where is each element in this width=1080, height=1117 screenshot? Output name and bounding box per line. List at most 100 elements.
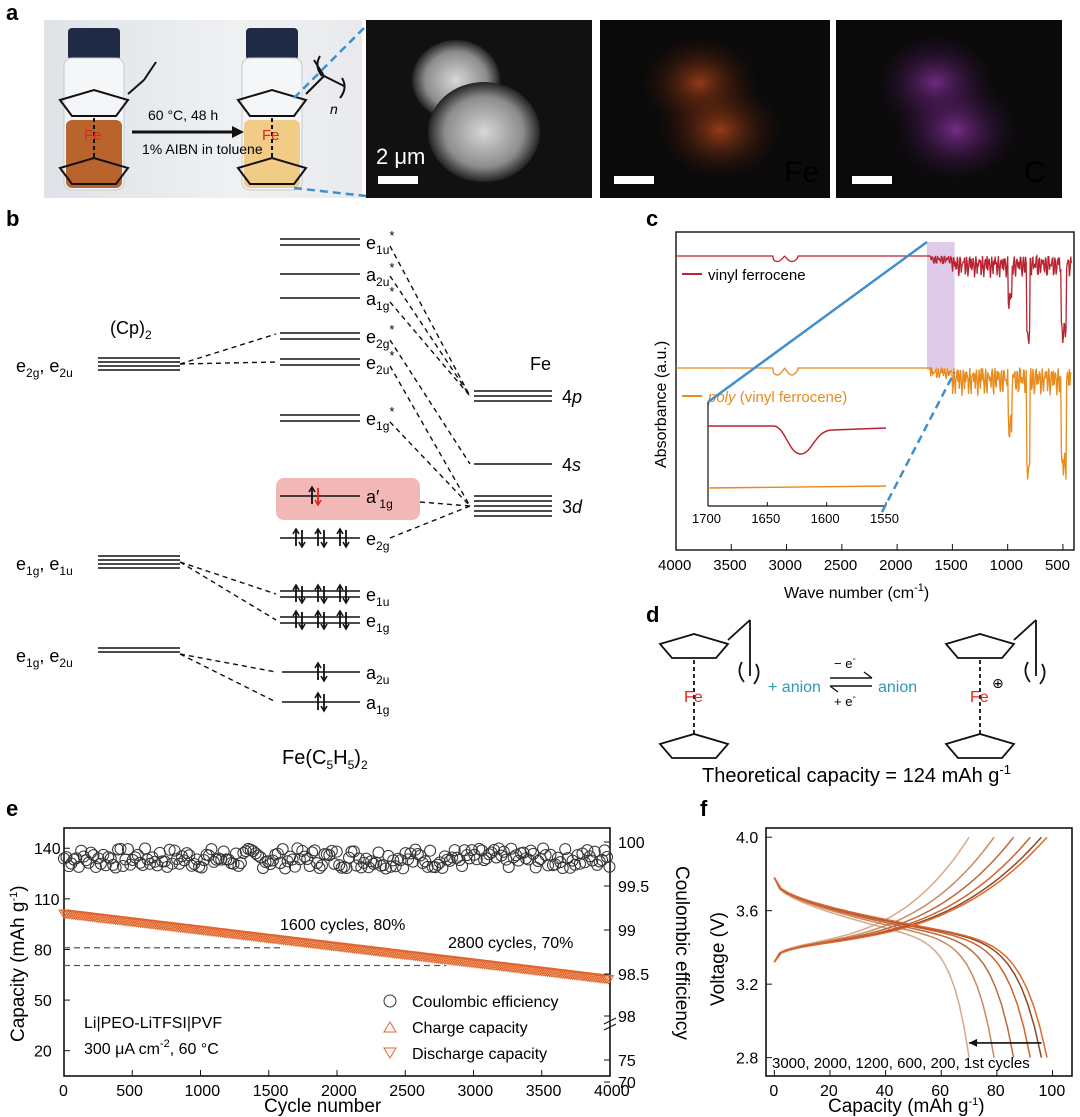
x-tick-label: 80: [987, 1083, 1005, 1100]
ce-point: [524, 844, 537, 857]
ce-point: [107, 858, 120, 871]
ce-point: [80, 854, 93, 867]
plus-electron: + e-: [834, 692, 856, 709]
x-tick-label: 1500: [934, 557, 967, 574]
fe-map-label: Fe: [784, 156, 820, 189]
ce-point: [377, 859, 390, 872]
x-tick-label: 2000: [879, 557, 912, 574]
ce-point: [424, 844, 437, 857]
discharge-curve: [773, 877, 995, 1058]
ce-point: [365, 855, 378, 868]
x-tick-label: 3500: [526, 1083, 562, 1100]
ce-point: [490, 851, 503, 864]
correlation-line: [389, 245, 471, 397]
positive-charge: ⊕: [992, 675, 1004, 691]
y-tick-label: 3.6: [736, 904, 758, 921]
vial-left: [63, 28, 125, 191]
ce-point: [591, 858, 604, 871]
ce-point: [315, 859, 328, 872]
ligand-level-label: e1g, e1u: [16, 554, 73, 578]
ce-point: [379, 862, 392, 875]
series-vinyl-ferrocene: [676, 253, 1072, 344]
mo-level-label: e1u*: [366, 228, 394, 257]
mo-level-label: e1g*: [366, 404, 394, 433]
ce-point: [195, 861, 208, 874]
cycling-y2-label: Coulombic efficiency: [671, 866, 690, 1040]
ce-point: [114, 842, 127, 855]
ce-point: [537, 842, 550, 855]
vinylferrocene-structure: [58, 61, 157, 185]
ce-point: [343, 851, 356, 864]
x-tick-label: 2000: [321, 1083, 357, 1100]
ce-point: [473, 842, 486, 855]
charge-curve: [773, 836, 1048, 963]
ce-point: [288, 860, 301, 873]
y-tick-label: 110: [34, 892, 60, 909]
y2-tick-label: 99.5: [618, 879, 649, 896]
x-tick-label: 1000: [185, 1083, 221, 1100]
legend-discharge-marker: [383, 1047, 397, 1059]
ce-point: [313, 861, 326, 874]
legend-charge: Charge capacity: [412, 1020, 528, 1037]
ce-point: [60, 851, 73, 864]
y-tick-label: 80: [34, 942, 52, 959]
panel-letter-d: d: [646, 602, 660, 627]
correlation-line: [419, 501, 471, 507]
fe-level-label: 4s: [562, 455, 581, 475]
repeat-unit-n: n: [330, 101, 338, 117]
minus-electron: − e-: [834, 654, 856, 671]
correlation-line: [179, 653, 277, 673]
fe-reduced: Fe: [684, 689, 703, 706]
x-tick-label: 0: [769, 1083, 778, 1100]
x-tick-label: 20: [820, 1083, 838, 1100]
ce-point: [229, 847, 242, 860]
x-tick-label: 4000: [658, 557, 691, 574]
mo-level-label: e2g: [366, 529, 389, 553]
ce-point: [85, 846, 98, 859]
ce-point: [384, 860, 397, 873]
x-tick-label: 500: [1045, 557, 1070, 574]
ce-point: [264, 858, 277, 871]
cycling-chart: 0 500 1000 1500 2000 2500 3000 3500 4000 20 50 80 11…: [8, 827, 690, 1117]
c-map-label: C: [1024, 156, 1046, 189]
y2-tick-label: 75: [618, 1053, 636, 1070]
mo-level-label: a′1g: [366, 487, 393, 511]
legend-ce: Coulombic efficiency: [412, 994, 558, 1011]
annotation-1600: 1600 cycles, 80%: [280, 917, 405, 934]
y2-tick-label: 99: [618, 923, 636, 940]
x-tick-label: 3000: [769, 557, 802, 574]
correlation-line: [179, 361, 277, 365]
homo-highlight: [276, 478, 420, 520]
correlation-line: [179, 333, 277, 365]
x-tick-label: 4000: [594, 1083, 630, 1100]
ftir-x-label: Wave number (cm-1): [784, 582, 929, 602]
polyvinylferrocene-structure: [236, 55, 346, 185]
y2-tick-label: 70: [618, 1075, 636, 1092]
discharge-curve: [773, 877, 1015, 1058]
ce-point: [163, 843, 176, 856]
reaction-condition: 60 °C, 48 h: [148, 107, 218, 123]
ce-point: [500, 853, 513, 866]
x-tick-label: 60: [931, 1083, 949, 1100]
ce-point: [529, 861, 542, 874]
ce-point: [158, 855, 171, 868]
x-tick-label: 100: [1039, 1083, 1066, 1100]
plus-anion: + anion: [768, 679, 821, 696]
ce-point: [411, 847, 424, 860]
ce-point: [421, 860, 434, 873]
ce-point: [232, 859, 245, 872]
ce-point: [148, 855, 161, 868]
ce-point: [603, 860, 616, 873]
x-tick-label: 2500: [824, 557, 857, 574]
y2-tick-label: 98: [618, 1009, 636, 1026]
legend-discharge: Discharge capacity: [412, 1046, 547, 1063]
ce-point: [367, 857, 380, 870]
panel-letter-e: e: [6, 796, 19, 821]
x-tick-label: 3500: [713, 557, 746, 574]
ce-point: [185, 859, 198, 872]
ce-point: [298, 850, 311, 863]
ce-point: [333, 859, 346, 872]
ce-point: [121, 843, 134, 856]
ce-point: [205, 843, 218, 856]
x-tick-label: 3000: [458, 1083, 494, 1100]
